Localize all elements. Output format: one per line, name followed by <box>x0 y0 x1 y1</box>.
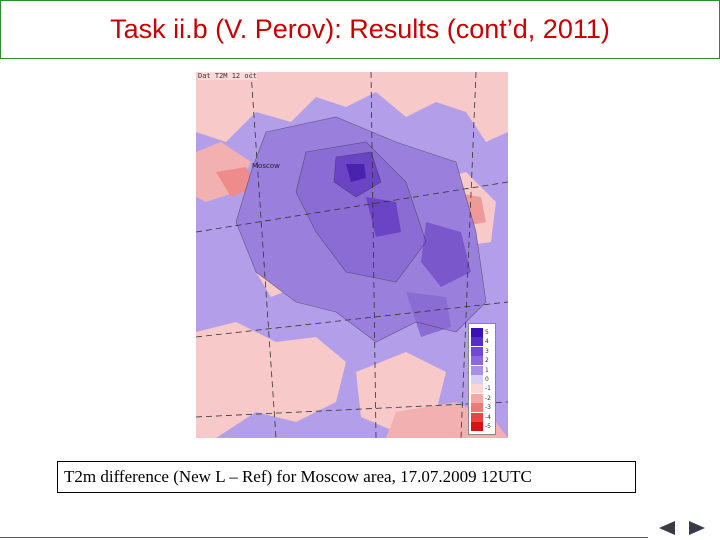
map-image <box>196 72 508 438</box>
legend-label: 5 <box>485 329 489 336</box>
legend-label: -4 <box>485 413 491 421</box>
previous-slide-button[interactable] <box>656 519 678 537</box>
legend-swatch <box>471 384 483 394</box>
caption-box: T2m difference (New L – Ref) for Moscow … <box>57 461 636 493</box>
legend-label: 3 <box>485 347 489 355</box>
triangle-left-icon <box>659 521 675 535</box>
legend-swatch <box>471 346 483 356</box>
triangle-right-icon <box>689 521 705 535</box>
legend-label: 1 <box>485 366 489 374</box>
figure-caption: T2m difference (New L – Ref) for Moscow … <box>64 467 532 486</box>
temperature-difference-map: Dat T2M 12 oct Moscow 5 4 3 2 1 0 -1 -2 -3 -4 -5 <box>196 72 508 438</box>
legend-swatch <box>471 356 483 366</box>
legend-swatch <box>471 403 483 413</box>
title-bar: Task ii.b (V. Perov): Results (cont’d, 2… <box>0 0 720 59</box>
color-legend: 5 4 3 2 1 0 -1 -2 -3 -4 -5 <box>468 323 496 435</box>
next-slide-button[interactable] <box>686 519 708 537</box>
legend-label: 4 <box>485 338 489 346</box>
legend-label: -5 <box>485 423 491 430</box>
legend-label: 0 <box>485 376 489 383</box>
city-label: Moscow <box>252 162 280 170</box>
legend-swatch <box>471 375 483 384</box>
legend-swatch <box>471 328 483 337</box>
legend-label: -2 <box>485 394 491 402</box>
map-header-label: Dat T2M 12 oct <box>198 72 258 80</box>
bottom-divider <box>0 537 648 538</box>
legend-swatch <box>471 393 483 403</box>
legend-label: 2 <box>485 357 489 365</box>
legend-label: -1 <box>485 385 491 393</box>
legend-label: -3 <box>485 404 491 412</box>
legend-swatch <box>471 365 483 375</box>
legend-swatch <box>471 422 483 431</box>
slide-title: Task ii.b (V. Perov): Results (cont’d, 2… <box>110 14 610 44</box>
legend-swatch <box>471 412 483 422</box>
legend-swatch <box>471 337 483 347</box>
